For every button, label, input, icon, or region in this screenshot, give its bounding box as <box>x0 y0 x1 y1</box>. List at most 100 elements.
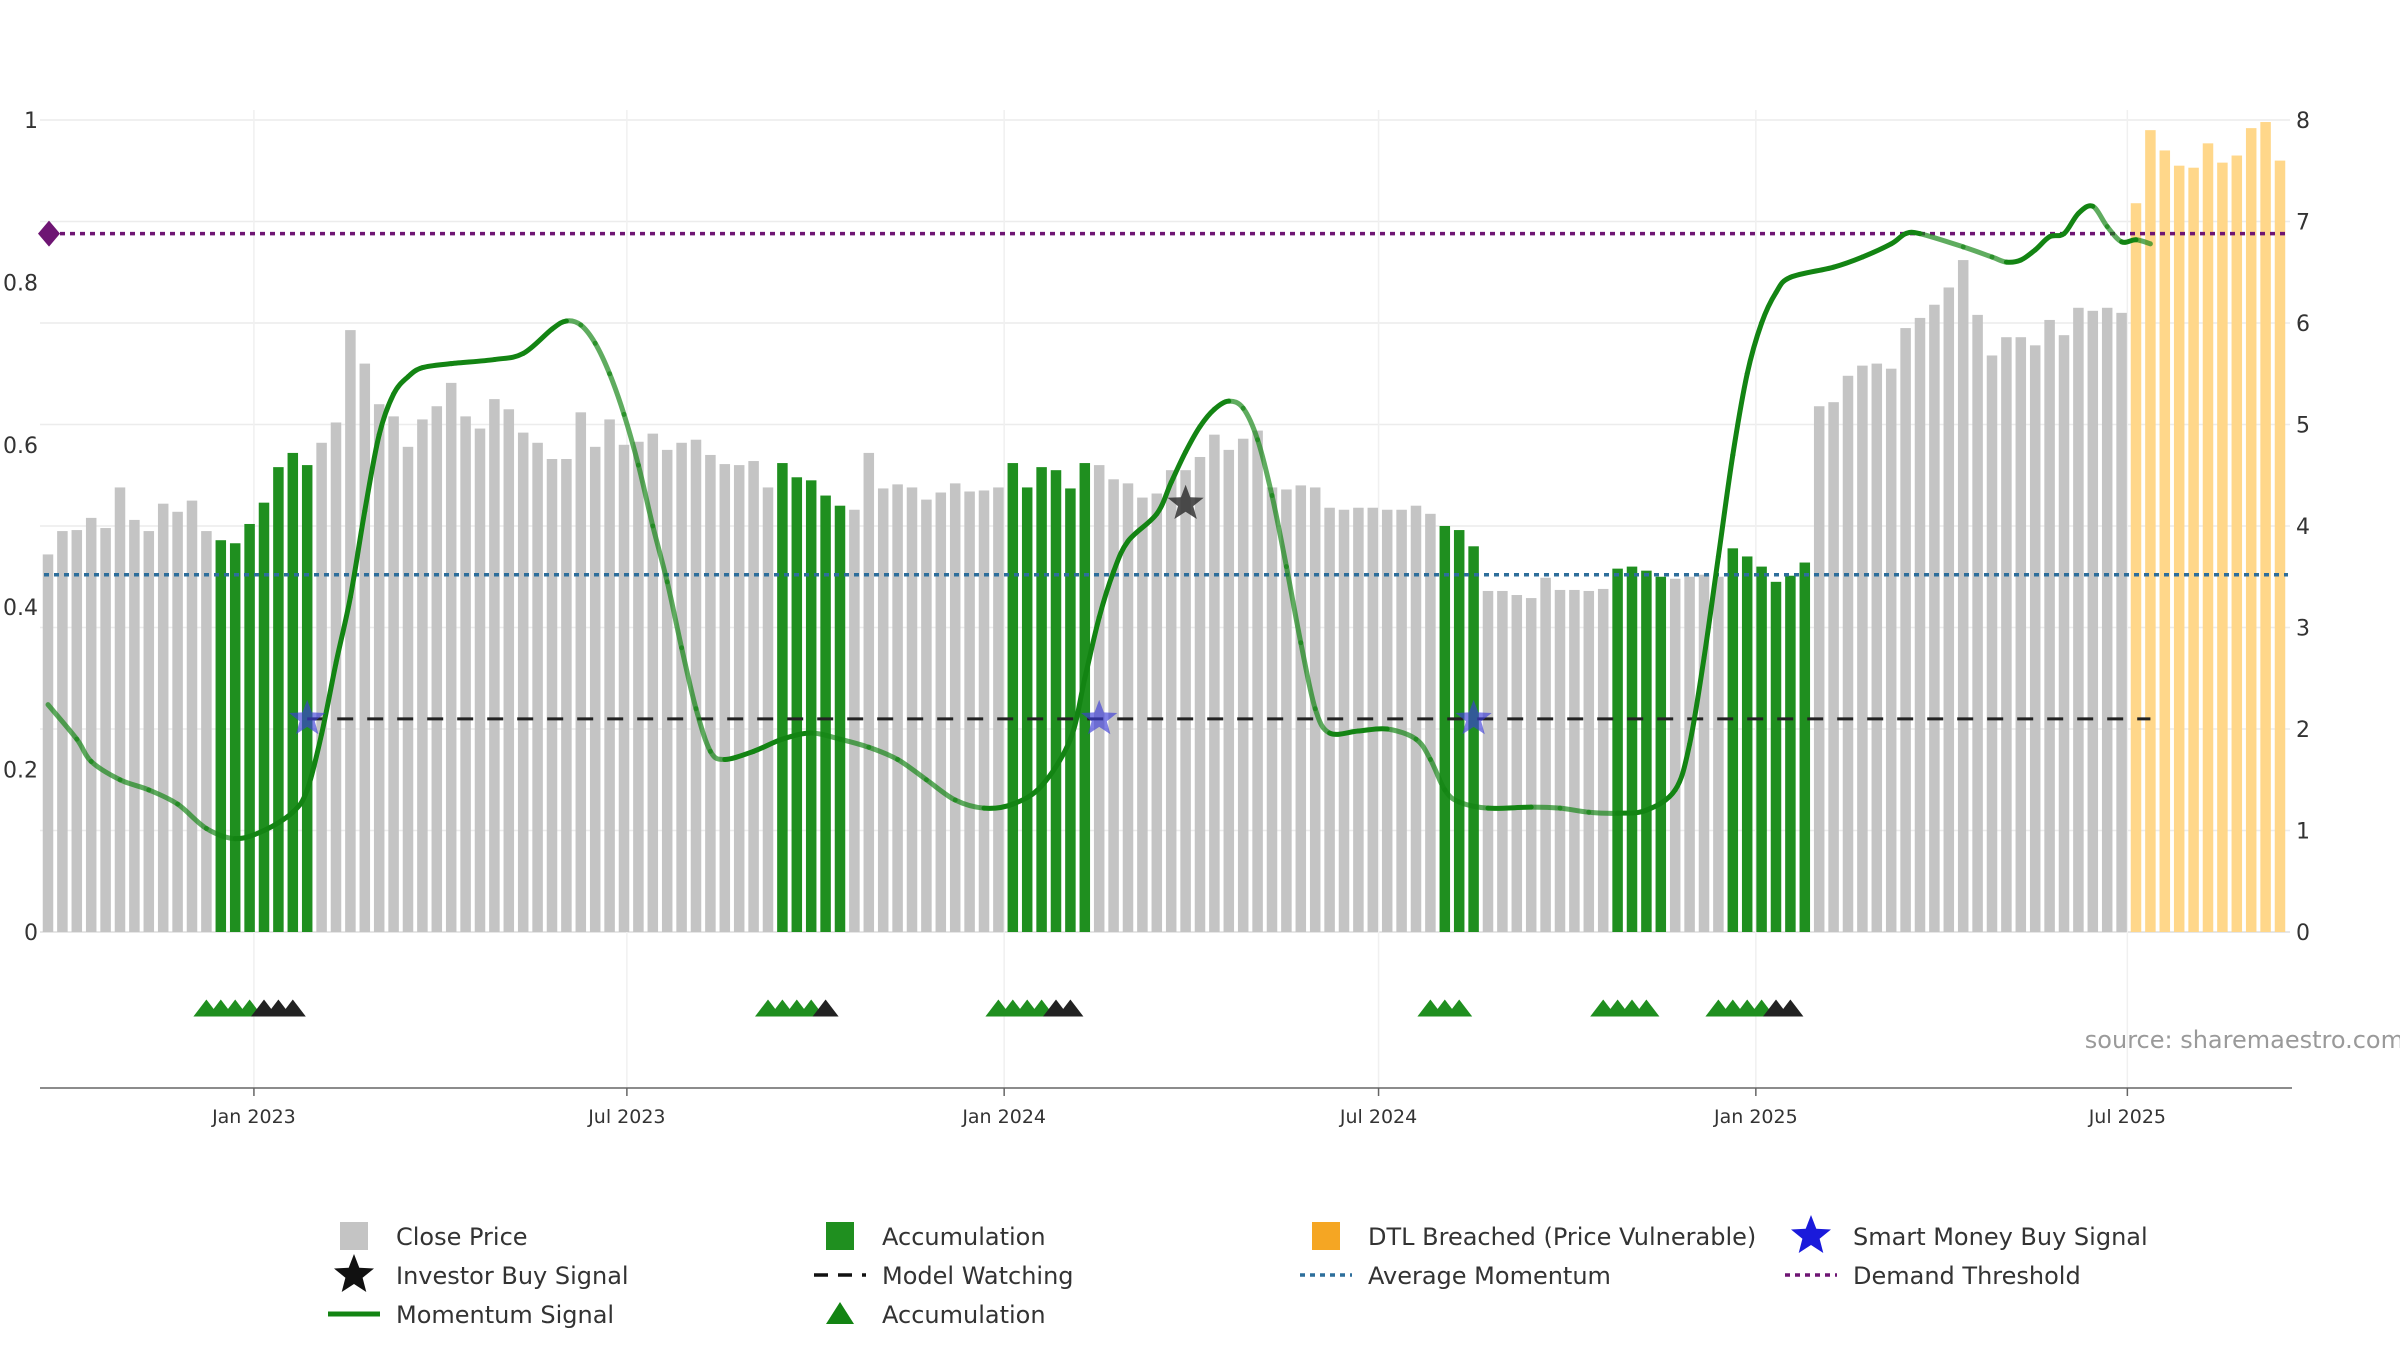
momentum-signal-segment <box>1111 538 1131 575</box>
close-price-bar <box>1929 304 1940 933</box>
accumulation-bar <box>1799 562 1811 932</box>
close-price-bar <box>949 483 961 932</box>
close-price-bar <box>546 459 558 932</box>
close-price-bar <box>1669 578 1681 932</box>
momentum-signal-segment <box>837 736 872 750</box>
close-price-bar <box>863 452 875 932</box>
accumulation-bar <box>1756 566 1767 932</box>
dtl-breached-bar <box>2188 167 2199 932</box>
accumulation-bar <box>1741 556 1753 932</box>
close-price-bar <box>1554 589 1566 932</box>
dtl-breached-bar <box>2231 155 2243 932</box>
close-price-bar <box>359 363 371 933</box>
close-price-bar <box>1871 363 1883 933</box>
close-price-bar <box>1540 577 1551 932</box>
x-axis-tick-label: Jan 2025 <box>1713 1106 1798 1128</box>
legend-square-icon <box>826 1222 854 1250</box>
legend-item[interactable]: Demand Threshold <box>1785 1262 2081 1290</box>
legend-item[interactable]: Accumulation <box>826 1222 1046 1251</box>
accumulation-bar <box>834 505 846 932</box>
source-note: source: sharemaestro.com <box>2085 1026 2400 1054</box>
close-price-bar <box>705 454 716 932</box>
accumulation-marker-black <box>279 999 306 1017</box>
close-price-bar <box>1165 470 1177 932</box>
close-price-bar <box>978 490 990 932</box>
accumulation-bar <box>1453 530 1465 932</box>
close-price-bar <box>935 492 947 932</box>
momentum-signal-segment <box>1917 231 1966 250</box>
close-price-bar <box>373 404 385 932</box>
momentum-signal-segment <box>175 801 209 831</box>
accumulation-bar <box>791 477 803 932</box>
close-price-bar <box>1972 314 1983 932</box>
momentum-signal-segment <box>1744 320 1765 377</box>
close-price-bar <box>849 509 860 932</box>
close-price-bar <box>719 464 731 932</box>
smart-money-buy-signal-star <box>1081 699 1118 735</box>
momentum-signal-segment <box>1960 244 1995 260</box>
demand-threshold-diamond <box>38 220 60 247</box>
momentum-signal-segment <box>1485 804 1534 811</box>
legend-item[interactable]: Close Price <box>340 1222 528 1251</box>
close-price-bar <box>129 519 140 932</box>
legend-item[interactable]: Average Momentum <box>1300 1262 1611 1290</box>
legend-item[interactable]: Accumulation <box>826 1301 1046 1329</box>
momentum-signal-segment <box>1701 553 1721 661</box>
close-price-bar <box>1180 470 1191 932</box>
close-price-bar <box>172 511 183 932</box>
close-price-bar <box>388 416 399 932</box>
smart-money-buy-signal-star <box>289 699 326 735</box>
legend-item[interactable]: Smart Money Buy Signal <box>1791 1215 2148 1253</box>
x-axis-tick-label: Jul 2025 <box>2088 1106 2166 1128</box>
axes: 0 0.2 0.4 0.6 0.8 1 0 1 2 3 4 5 6 7 8 Jan 2023 Jul 2023 J… <box>3 109 2310 1128</box>
momentum-signal-segment <box>1456 799 1491 811</box>
legend-item[interactable]: Investor Buy Signal <box>334 1254 629 1292</box>
momentum-signal-segment <box>722 748 757 762</box>
momentum-signal-segment <box>592 340 613 377</box>
close-price-bar <box>1122 483 1134 932</box>
dtl-breached-bar <box>2202 143 2214 933</box>
momentum-signal-segment <box>319 660 339 737</box>
momentum-signal-segment <box>347 508 368 600</box>
close-price-bar <box>1914 317 1926 932</box>
close-price-bar <box>2116 312 2127 933</box>
accumulation-bar <box>777 463 788 932</box>
legend-label: Investor Buy Signal <box>396 1262 629 1290</box>
legend-item[interactable]: Model Watching <box>814 1262 1074 1290</box>
close-price-bar <box>186 500 198 932</box>
close-price-bar <box>100 528 111 932</box>
momentum-signal-segment <box>679 645 699 712</box>
accumulation-marker-black <box>812 999 839 1017</box>
signal-markers <box>289 484 1492 735</box>
close-price-bar <box>1525 598 1537 932</box>
close-price-bar <box>1093 465 1105 932</box>
right-axis-tick-label: 7 <box>2296 211 2310 236</box>
close-price-bar <box>647 433 659 932</box>
close-price-bar <box>1209 434 1220 932</box>
momentum-signal-segment <box>751 736 785 754</box>
close-price-bar <box>1569 589 1580 932</box>
legend-label: Momentum Signal <box>396 1301 614 1329</box>
close-price-bar <box>330 422 342 932</box>
legend-item[interactable]: DTL Breached (Price Vulnerable) <box>1312 1222 1756 1251</box>
momentum-signal-segment <box>1125 511 1160 544</box>
accumulation-bar <box>1065 488 1076 932</box>
momentum-signal-segment <box>376 391 397 438</box>
momentum-signal-segment <box>1082 614 1102 681</box>
right-axis-tick-label: 6 <box>2296 312 2310 337</box>
momentum-signal-segment <box>578 322 598 346</box>
gridlines <box>40 110 2290 1088</box>
close-price-bar <box>1713 576 1724 932</box>
momentum-signal-segment <box>1730 371 1750 458</box>
momentum-signal-segment <box>2061 210 2081 237</box>
momentum-signal-segment <box>333 594 353 666</box>
close-price-bar <box>690 439 702 932</box>
momentum-signal-segment <box>1586 809 1621 816</box>
close-price-bar <box>2044 319 2055 933</box>
legend[interactable]: Close Price Accumulation DTL Breached (Pri… <box>328 1215 2148 1329</box>
accumulation-bar <box>301 465 313 932</box>
momentum-signal-segment <box>1687 655 1707 747</box>
close-price-bar <box>402 446 414 932</box>
legend-item[interactable]: Momentum Signal <box>328 1301 614 1329</box>
close-price-bar <box>1223 449 1235 932</box>
